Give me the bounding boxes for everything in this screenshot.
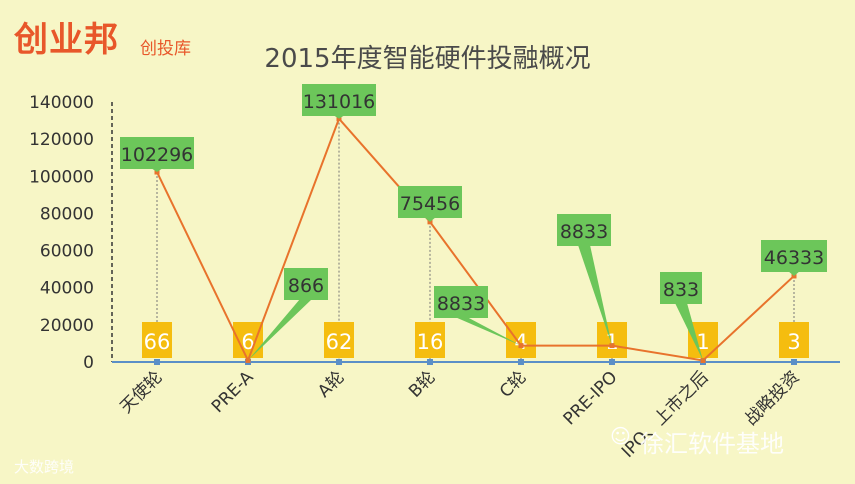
axis-marker bbox=[336, 359, 342, 365]
count-box bbox=[779, 322, 809, 358]
count-label: 1 bbox=[605, 330, 618, 354]
callout-tail bbox=[424, 217, 436, 222]
data-label: 131016 bbox=[303, 91, 376, 113]
wechat-icon: ☺ bbox=[610, 424, 631, 448]
y-tick-label: 140000 bbox=[29, 93, 94, 113]
x-tick-label: PRE-IPO bbox=[560, 367, 622, 429]
callout-tail bbox=[151, 168, 163, 173]
y-tick-label: 40000 bbox=[40, 279, 94, 299]
count-box bbox=[324, 322, 354, 358]
callout-tail bbox=[578, 245, 612, 346]
count-label: 3 bbox=[787, 330, 800, 354]
series-line bbox=[156, 116, 795, 363]
y-tick-label: 20000 bbox=[40, 316, 94, 336]
count-label: 16 bbox=[417, 330, 444, 354]
watermark-right: 徐汇软件基地 bbox=[640, 430, 784, 458]
brand-sub: 创投库 bbox=[140, 39, 191, 59]
count-label: 66 bbox=[144, 330, 171, 354]
watermark-left: 大数跨境 bbox=[14, 458, 75, 476]
count-box bbox=[506, 322, 536, 358]
callout-tail bbox=[248, 299, 312, 361]
y-tick-label: 100000 bbox=[29, 167, 94, 187]
count-box bbox=[415, 322, 445, 358]
y-tick-label: 120000 bbox=[29, 130, 94, 150]
axis-marker bbox=[791, 359, 797, 365]
data-label: 75456 bbox=[400, 193, 460, 215]
data-label: 102296 bbox=[121, 144, 194, 166]
callout-box bbox=[434, 286, 488, 318]
x-tick-label: 战略投资 bbox=[741, 367, 803, 429]
chart-title: 2015年度智能硬件投融概况 bbox=[264, 44, 591, 74]
count-box bbox=[142, 322, 172, 358]
callout-box bbox=[398, 186, 462, 218]
callout-tail bbox=[455, 317, 521, 346]
y-tick-label: 0 bbox=[83, 353, 94, 373]
callout-box bbox=[284, 268, 328, 300]
callout-tail bbox=[675, 303, 703, 361]
x-tick-label: B轮 bbox=[405, 367, 439, 401]
axis-marker bbox=[518, 359, 524, 365]
brand-logo: 创业邦 bbox=[14, 20, 119, 60]
callout-tail bbox=[788, 271, 800, 276]
data-label: 8833 bbox=[437, 293, 485, 315]
callout-box bbox=[761, 240, 827, 272]
data-label: 8833 bbox=[560, 221, 608, 243]
callout-box bbox=[660, 272, 702, 304]
axis-marker bbox=[609, 359, 615, 365]
callout-box bbox=[302, 84, 376, 116]
data-label: 46333 bbox=[764, 247, 824, 269]
data-label: 833 bbox=[663, 279, 699, 301]
x-tick-label: 天使轮 bbox=[116, 367, 167, 418]
data-label: 866 bbox=[288, 275, 324, 297]
axis-marker bbox=[427, 359, 433, 365]
callout-box bbox=[557, 214, 611, 246]
count-label: 62 bbox=[326, 330, 353, 354]
x-tick-label: C轮 bbox=[496, 367, 531, 402]
callout-box bbox=[120, 137, 194, 169]
x-tick-label: PRE-A bbox=[208, 367, 258, 417]
y-tick-label: 80000 bbox=[40, 204, 94, 224]
count-label: 1 bbox=[696, 330, 709, 354]
count-label: 6 bbox=[241, 330, 254, 354]
x-tick-label: A轮 bbox=[314, 367, 348, 401]
axis-marker bbox=[154, 359, 160, 365]
y-tick-label: 60000 bbox=[40, 242, 94, 262]
count-box bbox=[597, 322, 627, 358]
count-label: 4 bbox=[514, 330, 527, 354]
